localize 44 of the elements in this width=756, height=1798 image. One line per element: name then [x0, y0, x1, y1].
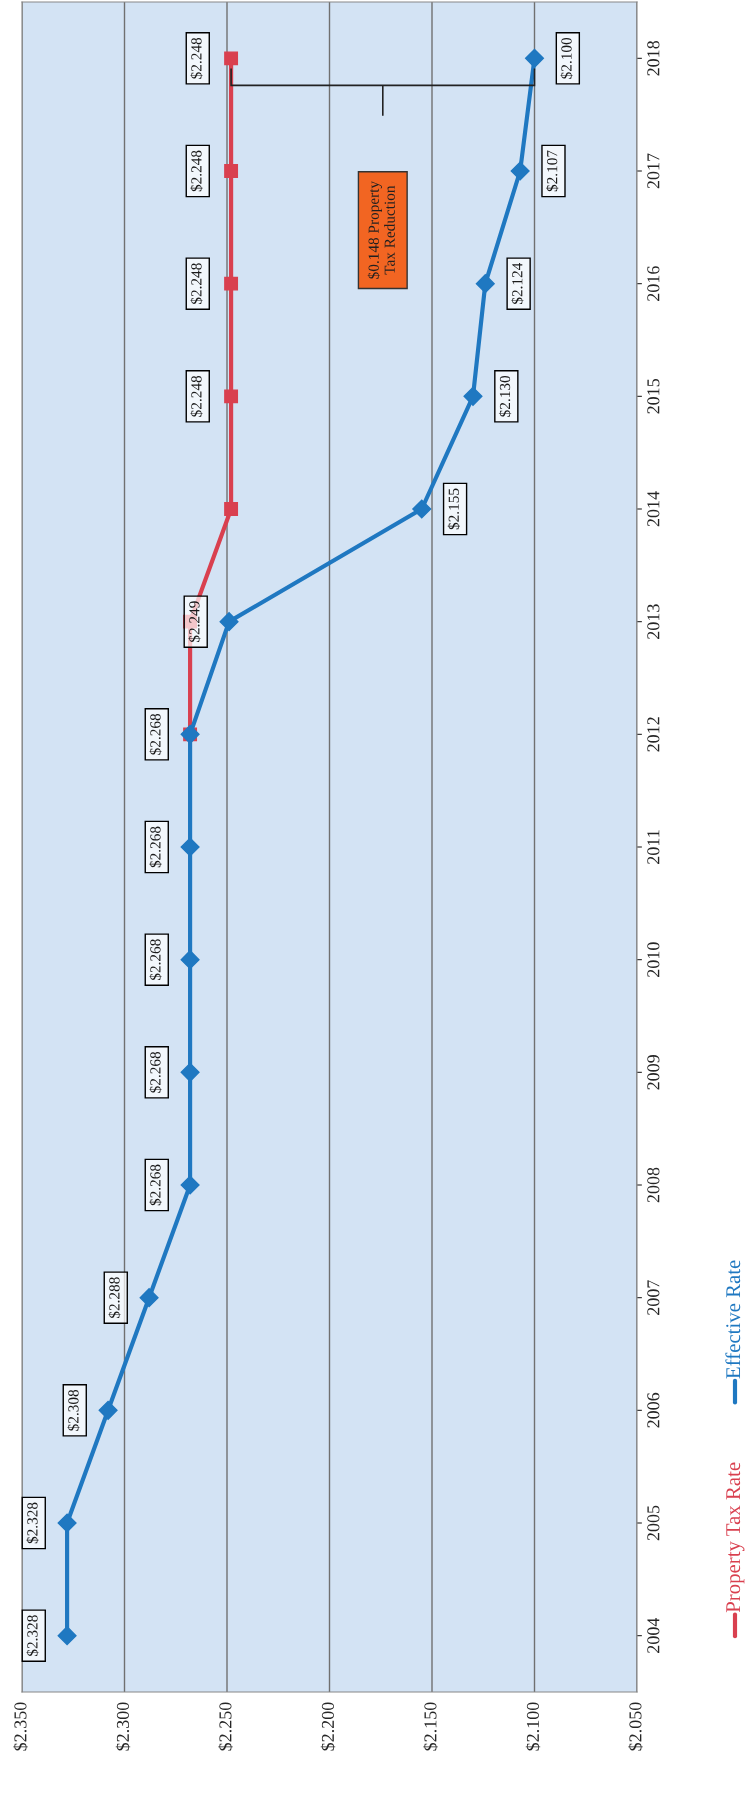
data-label: $2.124 — [511, 262, 524, 305]
y-tick-label: 2012 — [647, 717, 660, 752]
data-label: $2.308 — [67, 1389, 80, 1431]
x-tick-label: $2.300 — [115, 1702, 131, 1751]
data-label: $2.248 — [190, 150, 203, 192]
y-tick-label: 2009 — [647, 1055, 660, 1090]
y-tick-label: 2014 — [647, 491, 660, 527]
y-tick-label: 2015 — [647, 378, 660, 414]
data-label: $2.248 — [190, 375, 203, 417]
x-tick-label: $2.200 — [320, 1702, 336, 1751]
data-label: $2.130 — [498, 375, 512, 417]
data-label: $2.100 — [560, 37, 573, 79]
y-tick-label: 2016 — [647, 266, 660, 301]
data-label: $2.268 — [149, 939, 162, 981]
y-tick-label: 2010 — [647, 942, 660, 977]
data-label: $2.248 — [190, 37, 203, 79]
annotation: $0.148 Property Tax Reduction — [367, 180, 395, 279]
data-label: $2.248 — [190, 263, 203, 305]
text: Effective Rate — [725, 1260, 741, 1379]
y-tick-label: 2005 — [647, 1505, 660, 1541]
x-tick-label: $2.350 — [13, 1702, 28, 1751]
y-tick-label: 2007 — [647, 1280, 660, 1315]
y-tick-label: 2018 — [647, 40, 660, 76]
y-tick-label: 2011 — [647, 830, 660, 864]
data-label: $2.268 — [149, 1051, 162, 1093]
data-label: $2.268 — [149, 1164, 162, 1206]
x-tick-label: $2.250 — [218, 1702, 233, 1751]
x-tick-label: $2.100 — [525, 1702, 541, 1751]
data-label: $2.328 — [26, 1502, 39, 1544]
data-label: $2.328 — [26, 1615, 39, 1657]
y-tick-label: 2006 — [647, 1392, 660, 1428]
data-label: $2.288 — [108, 1277, 121, 1319]
y-tick-label: 2008 — [647, 1167, 660, 1203]
x-tick-label: $2.150 — [423, 1702, 438, 1751]
data-label: $2.155 — [447, 488, 460, 530]
y-tick-label: 2013 — [647, 604, 660, 639]
data-label: $2.107 — [546, 150, 559, 192]
y-tick-label: 2017 — [647, 153, 660, 189]
data-label: $2.268 — [149, 713, 162, 755]
x-tick-label: $2.050 — [628, 1702, 643, 1751]
data-label: $2.249 — [188, 601, 201, 643]
y-tick-label: 2004 — [647, 1617, 660, 1653]
text: Property Tax Rate — [726, 1462, 745, 1613]
data-label: $2.268 — [149, 826, 162, 868]
